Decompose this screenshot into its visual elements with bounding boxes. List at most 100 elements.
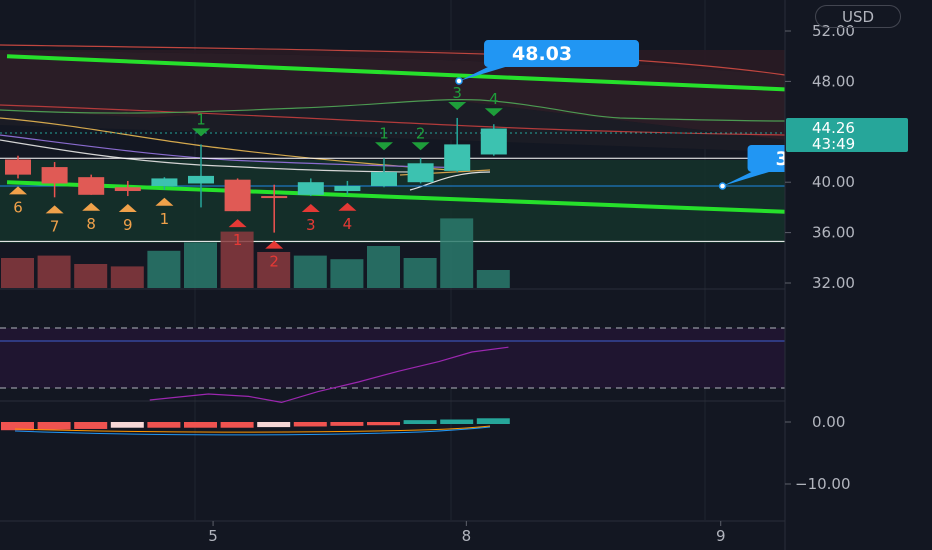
time-tick-label: 5 bbox=[208, 527, 218, 545]
price-tick-label: 32.00 bbox=[812, 274, 855, 292]
histogram-bar bbox=[220, 422, 254, 428]
histogram-bar bbox=[330, 422, 364, 426]
sequence-number: 6 bbox=[13, 198, 23, 216]
histogram-bar bbox=[440, 419, 474, 424]
time-tick-label: 9 bbox=[716, 527, 726, 545]
histogram-bar bbox=[403, 420, 437, 424]
candle-body bbox=[114, 187, 141, 192]
sequence-arrow-up bbox=[265, 240, 284, 249]
histogram-pane bbox=[1, 418, 510, 436]
candle-body bbox=[151, 178, 178, 186]
candle-body bbox=[224, 179, 251, 212]
volume-bar bbox=[330, 259, 364, 288]
sequence-number: 2 bbox=[416, 124, 426, 142]
sequence-arrow-down bbox=[411, 142, 430, 151]
lower-trend-line[interactable] bbox=[6, 180, 805, 215]
sequence-arrow-down bbox=[192, 128, 210, 137]
histogram-bar bbox=[74, 422, 108, 429]
sequence-arrow-down bbox=[484, 108, 503, 117]
volume-bar bbox=[403, 258, 437, 288]
sequence-arrow-up bbox=[338, 202, 357, 211]
currency-badge[interactable]: USD bbox=[815, 5, 901, 28]
bar-countdown: 43:49 bbox=[812, 135, 855, 153]
candles bbox=[5, 117, 507, 233]
volume-bar bbox=[293, 255, 327, 288]
histogram-bar bbox=[476, 418, 510, 424]
candle-body bbox=[5, 159, 31, 175]
histogram-bar bbox=[367, 422, 400, 426]
sequence-number: 8 bbox=[86, 215, 96, 233]
signal-line-blue bbox=[14, 426, 491, 436]
volume-bar bbox=[367, 246, 400, 288]
volume-bar bbox=[476, 270, 510, 288]
histogram-bar bbox=[257, 422, 291, 428]
oscillator-line bbox=[149, 346, 509, 404]
last-price-value: 44.26 bbox=[812, 119, 855, 137]
sequence-arrow-up bbox=[82, 202, 101, 211]
sequence-number: 3 bbox=[452, 84, 462, 102]
candle-body bbox=[371, 172, 397, 186]
sequence-number: 1 bbox=[379, 124, 389, 142]
callout-anchor-dot bbox=[718, 182, 727, 190]
candle-body bbox=[334, 185, 361, 192]
sequence-number: 1 bbox=[196, 110, 206, 128]
volume-bar bbox=[257, 252, 291, 288]
volume-bar bbox=[184, 242, 217, 288]
candle-body bbox=[297, 182, 324, 195]
callout-anchor-dot bbox=[455, 77, 463, 85]
volume-bar bbox=[1, 258, 34, 288]
histogram-bar bbox=[1, 422, 34, 431]
time-axis[interactable]: 5 8 9 bbox=[208, 521, 725, 545]
sequence-arrow-down bbox=[448, 101, 467, 110]
sequence-number: 1 bbox=[160, 210, 170, 228]
volume-bar bbox=[37, 255, 71, 288]
sequence-number: 2 bbox=[269, 253, 279, 271]
callout-pointer bbox=[722, 169, 776, 186]
histogram-bar bbox=[293, 422, 327, 427]
sequence-number: 9 bbox=[123, 216, 133, 234]
candle-body bbox=[41, 167, 68, 184]
sequence-labels: 6 7 8 9 1 1 1 2 3 4 1 2 3 4 bbox=[9, 84, 503, 271]
price-callout-0[interactable]: 48.03 bbox=[455, 40, 640, 85]
trend-lines[interactable] bbox=[6, 54, 805, 215]
candle-body bbox=[407, 163, 434, 183]
sequence-number: 7 bbox=[50, 217, 60, 235]
volume-bar bbox=[147, 250, 181, 288]
price-tick-label: 36.00 bbox=[812, 224, 855, 242]
price-tick-label: 48.00 bbox=[812, 72, 855, 90]
candle-body bbox=[188, 175, 214, 184]
sequence-arrow-up bbox=[155, 197, 174, 206]
last-price-badge: 44.26 43:49 bbox=[786, 118, 908, 153]
volume-bar bbox=[220, 231, 254, 288]
upper-trend-line[interactable] bbox=[6, 54, 805, 93]
sequence-number: 1 bbox=[233, 231, 243, 249]
candle-body bbox=[444, 144, 471, 171]
histogram-tick-label: 0.00 bbox=[812, 413, 845, 431]
histogram-tick-label: −10.00 bbox=[795, 475, 851, 493]
sequence-number: 3 bbox=[306, 216, 316, 234]
signal-line-orange bbox=[14, 425, 491, 433]
sequence-arrow-up bbox=[118, 204, 137, 213]
histogram-bar bbox=[37, 422, 71, 430]
candle-body bbox=[480, 128, 507, 155]
callout-box bbox=[484, 40, 640, 68]
volume-bars bbox=[1, 218, 510, 288]
histogram-bar bbox=[110, 422, 144, 428]
sequence-arrow-up bbox=[45, 205, 64, 214]
sequence-number: 4 bbox=[343, 215, 353, 233]
price-tick-label: 40.00 bbox=[812, 173, 855, 191]
sequence-arrow-up bbox=[301, 204, 320, 213]
callout-label: 48.03 bbox=[512, 43, 572, 65]
histogram-bar bbox=[147, 422, 181, 428]
volume-bar bbox=[440, 218, 474, 288]
callout-pointer bbox=[459, 65, 513, 82]
sequence-arrow-up bbox=[228, 219, 247, 228]
time-tick-label: 8 bbox=[462, 527, 472, 545]
histogram-bar bbox=[184, 422, 217, 428]
volume-bar bbox=[74, 264, 108, 288]
volume-bar bbox=[110, 266, 144, 288]
candle-body bbox=[78, 177, 105, 195]
oscillator-pane bbox=[0, 327, 785, 404]
